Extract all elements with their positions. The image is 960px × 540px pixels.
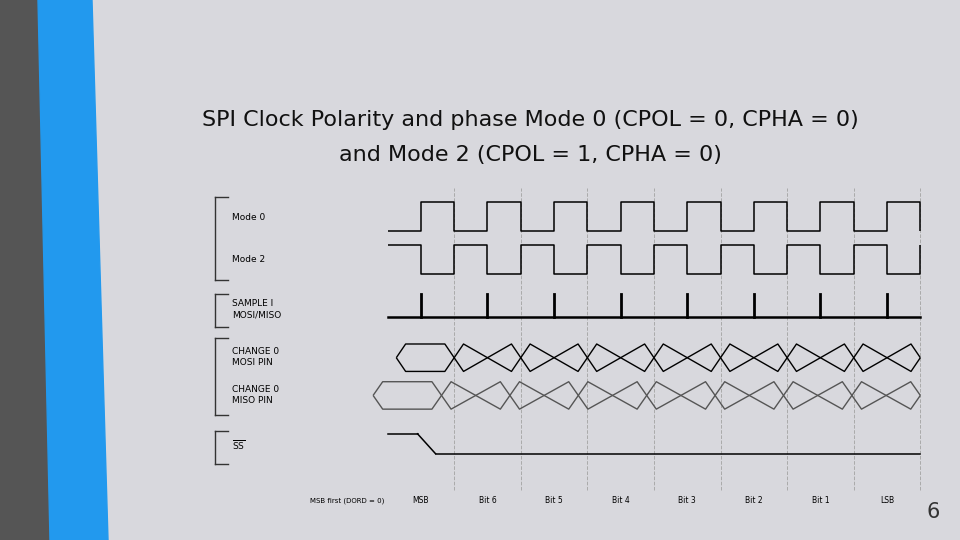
Text: LSB: LSB bbox=[880, 496, 894, 505]
Text: Bit 2: Bit 2 bbox=[745, 496, 762, 505]
Text: CHANGE 0: CHANGE 0 bbox=[231, 385, 279, 394]
Text: Mode 2: Mode 2 bbox=[231, 255, 265, 265]
Text: Bit 1: Bit 1 bbox=[811, 496, 829, 505]
Polygon shape bbox=[38, 0, 108, 540]
Text: MOSI/MISO: MOSI/MISO bbox=[231, 310, 281, 319]
Text: MISO PIN: MISO PIN bbox=[231, 396, 273, 405]
Text: MSB: MSB bbox=[413, 496, 429, 505]
Text: Bit 5: Bit 5 bbox=[545, 496, 563, 505]
Text: CHANGE 0: CHANGE 0 bbox=[231, 347, 279, 356]
Text: and Mode 2 (CPOL = 1, CPHA = 0): and Mode 2 (CPOL = 1, CPHA = 0) bbox=[339, 145, 721, 165]
Text: 6: 6 bbox=[926, 502, 940, 522]
Text: Bit 3: Bit 3 bbox=[679, 496, 696, 505]
Text: Mode 0: Mode 0 bbox=[231, 213, 265, 221]
Polygon shape bbox=[0, 0, 68, 540]
Text: SAMPLE I: SAMPLE I bbox=[231, 299, 273, 308]
Text: MSB first (DORD = 0): MSB first (DORD = 0) bbox=[310, 497, 384, 504]
Text: Bit 4: Bit 4 bbox=[612, 496, 630, 505]
Text: $\overline{\mathrm{SS}}$: $\overline{\mathrm{SS}}$ bbox=[231, 438, 245, 452]
Text: SPI Clock Polarity and phase Mode 0 (CPOL = 0, CPHA = 0): SPI Clock Polarity and phase Mode 0 (CPO… bbox=[202, 110, 858, 130]
Text: MOSI PIN: MOSI PIN bbox=[231, 359, 273, 367]
Text: Bit 6: Bit 6 bbox=[479, 496, 496, 505]
